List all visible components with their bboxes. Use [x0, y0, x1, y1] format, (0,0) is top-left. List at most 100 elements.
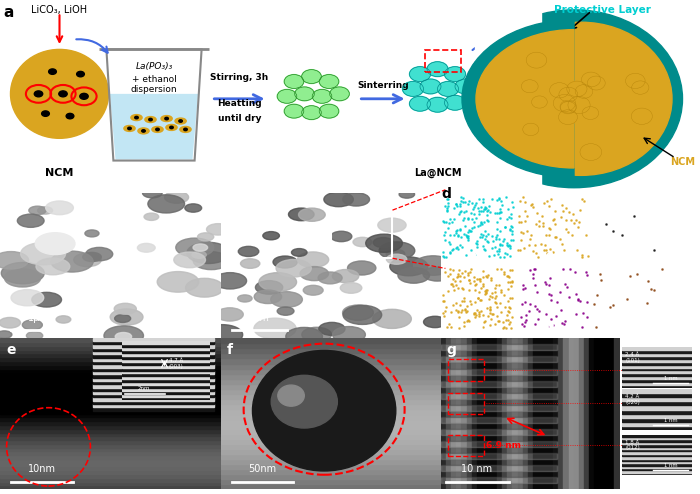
Bar	[220, 429, 441, 434]
Bar	[220, 424, 441, 429]
Point	[473, 294, 484, 302]
Text: LiCO₃, LiOH: LiCO₃, LiOH	[32, 5, 88, 15]
Polygon shape	[110, 94, 198, 160]
Text: c: c	[227, 197, 235, 211]
Ellipse shape	[0, 251, 29, 269]
Point	[438, 252, 449, 260]
Point	[486, 289, 498, 297]
Bar	[622, 466, 692, 468]
Point	[484, 252, 495, 260]
Ellipse shape	[331, 231, 352, 242]
Circle shape	[169, 126, 174, 129]
Point	[455, 233, 466, 241]
Bar	[559, 338, 564, 489]
Point	[475, 295, 486, 303]
Bar	[122, 347, 210, 350]
Text: d: d	[441, 187, 451, 201]
Bar	[622, 350, 692, 353]
Point	[514, 212, 525, 220]
Point	[519, 207, 531, 215]
Point	[550, 206, 561, 214]
Point	[529, 241, 540, 249]
Point	[463, 269, 474, 277]
Point	[473, 196, 484, 204]
Point	[543, 322, 554, 330]
Bar	[122, 373, 210, 376]
Ellipse shape	[0, 318, 20, 328]
Point	[561, 216, 572, 224]
Point	[560, 225, 571, 233]
Ellipse shape	[185, 204, 202, 212]
Point	[539, 241, 550, 248]
Bar	[456, 338, 461, 489]
Text: 4.2 Å
(020): 4.2 Å (020)	[625, 394, 640, 405]
Bar	[622, 359, 692, 362]
Point	[458, 230, 470, 238]
Point	[526, 202, 537, 209]
Point	[540, 280, 552, 288]
Point	[516, 236, 527, 244]
Bar	[0, 391, 220, 395]
Point	[485, 292, 496, 300]
Point	[442, 200, 454, 207]
Point	[442, 195, 453, 203]
Ellipse shape	[444, 67, 466, 82]
Point	[480, 232, 491, 240]
Point	[617, 231, 628, 239]
Point	[543, 231, 554, 239]
Point	[498, 252, 510, 260]
Point	[466, 215, 477, 223]
Point	[466, 224, 477, 232]
Ellipse shape	[114, 303, 136, 314]
Point	[447, 280, 458, 288]
Point	[470, 313, 481, 321]
Point	[547, 216, 559, 224]
Point	[502, 240, 513, 247]
Bar	[0, 474, 220, 478]
Point	[648, 286, 659, 293]
Bar	[622, 442, 692, 444]
Point	[453, 272, 464, 280]
Point	[493, 317, 504, 325]
Text: 2.4 Å
(101): 2.4 Å (101)	[625, 352, 640, 363]
Bar	[441, 380, 557, 387]
Ellipse shape	[340, 283, 362, 293]
Circle shape	[127, 127, 132, 130]
Point	[503, 307, 514, 315]
Point	[545, 296, 557, 304]
Point	[645, 286, 657, 293]
Bar	[579, 338, 584, 489]
Point	[500, 249, 511, 257]
Point	[517, 320, 528, 328]
Ellipse shape	[143, 188, 162, 198]
Point	[447, 246, 458, 254]
Point	[454, 241, 466, 249]
Point	[521, 227, 532, 235]
Ellipse shape	[399, 191, 414, 198]
Ellipse shape	[166, 124, 177, 130]
Bar	[92, 368, 214, 371]
Point	[441, 205, 452, 212]
Point	[467, 200, 478, 207]
Bar	[0, 444, 220, 448]
Ellipse shape	[312, 89, 332, 103]
Point	[463, 228, 474, 236]
Point	[457, 285, 468, 293]
Bar	[92, 391, 214, 394]
Point	[500, 324, 512, 331]
Ellipse shape	[187, 242, 230, 263]
Bar	[0, 485, 220, 489]
Text: Protective Layer: Protective Layer	[554, 5, 650, 15]
Ellipse shape	[259, 273, 297, 291]
Bar	[512, 338, 517, 489]
Bar	[122, 379, 210, 382]
Point	[558, 265, 569, 273]
Point	[475, 218, 486, 226]
Point	[503, 241, 514, 248]
Point	[480, 227, 491, 235]
Circle shape	[34, 91, 43, 97]
Point	[595, 276, 606, 284]
Point	[490, 288, 501, 296]
Bar	[0, 354, 220, 357]
Bar	[92, 387, 214, 391]
